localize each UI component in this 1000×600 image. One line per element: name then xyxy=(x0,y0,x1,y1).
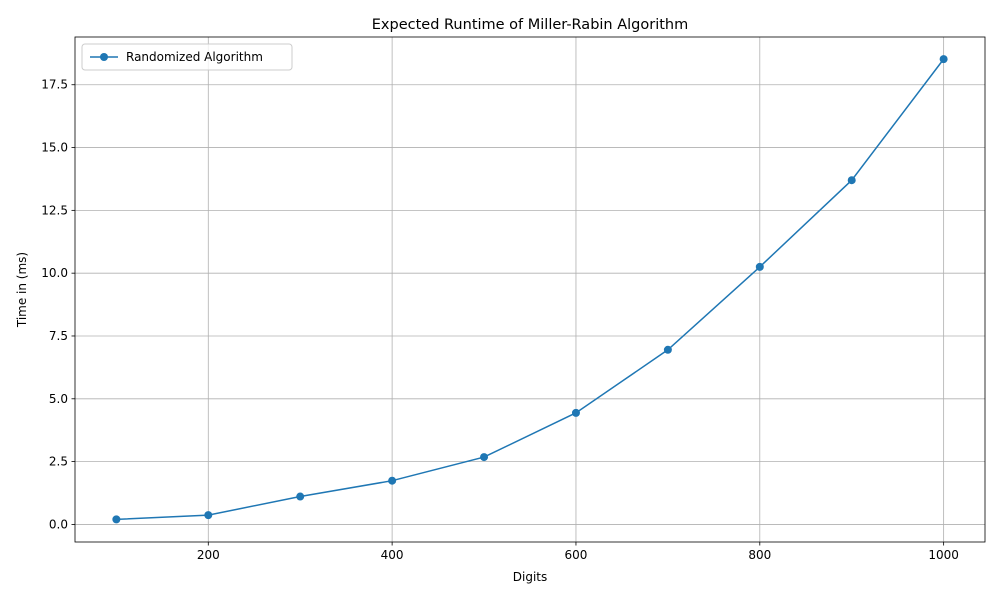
series-layer xyxy=(112,55,948,524)
y-tick-label: 12.5 xyxy=(41,203,68,217)
y-tick-label: 10.0 xyxy=(41,266,68,280)
grid xyxy=(75,37,985,542)
data-point xyxy=(571,408,580,417)
y-axis-label: Time in (ms) xyxy=(15,252,29,328)
y-tick-label: 17.5 xyxy=(41,78,68,92)
legend-box xyxy=(81,43,293,71)
legend-series-marker xyxy=(100,53,108,61)
series-line xyxy=(116,58,945,521)
data-point xyxy=(939,55,948,64)
legend-series-label: Randomized Algorithm xyxy=(126,50,263,64)
y-tick-label: 2.5 xyxy=(49,455,68,469)
x-tick-label: 1000 xyxy=(928,548,959,562)
data-point xyxy=(296,492,305,501)
y-tick-label: 5.0 xyxy=(49,392,68,406)
data-point xyxy=(112,515,121,524)
y-tick-label: 7.5 xyxy=(49,329,68,343)
axis-ticks: 200 400 600 800 1000 0.0 2.5 5.0 7.5 10.0 12.5 15.0… xyxy=(41,78,959,562)
data-point xyxy=(755,262,764,271)
legend: Randomized Algorithm xyxy=(81,43,293,71)
data-point xyxy=(204,511,213,520)
data-point xyxy=(847,176,856,185)
data-point xyxy=(388,476,397,485)
data-point xyxy=(480,453,489,462)
plot-area-frame xyxy=(74,36,986,543)
y-tick-label: 15.0 xyxy=(41,141,68,155)
x-tick-label: 600 xyxy=(565,548,588,562)
y-tick-label: 0.0 xyxy=(49,517,68,531)
data-point xyxy=(663,345,672,354)
x-tick-label: 200 xyxy=(197,548,220,562)
x-axis-label: Digits xyxy=(513,570,547,584)
x-tick-label: 800 xyxy=(748,548,771,562)
chart-title: Expected Runtime of Miller-Rabin Algorit… xyxy=(372,17,689,33)
x-tick-label: 400 xyxy=(381,548,404,562)
